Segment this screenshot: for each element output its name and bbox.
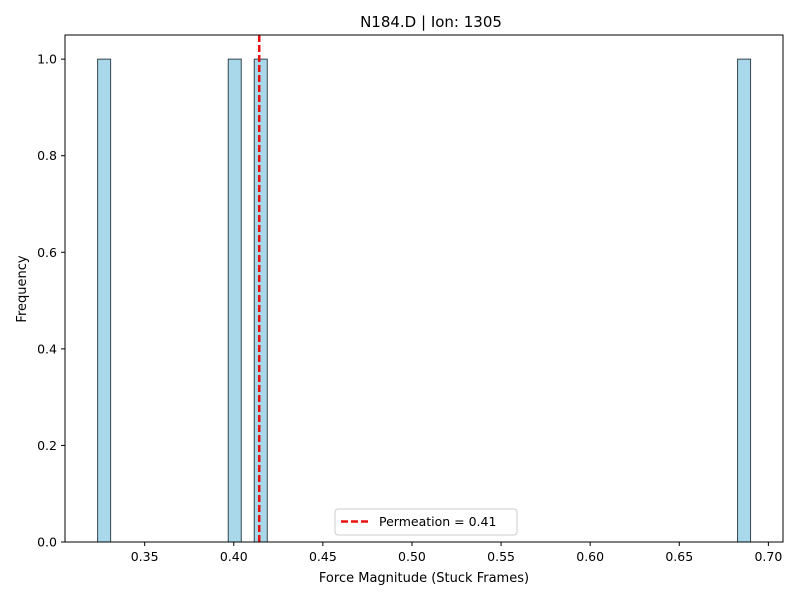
histogram-bar-4 — [737, 58, 752, 543]
histogram-bar-2 — [227, 58, 242, 543]
x-tick-label: 0.65 — [665, 549, 693, 564]
x-tick-label: 0.45 — [309, 549, 337, 564]
y-tick-label: 0.6 — [37, 245, 57, 260]
y-tick-label: 0.0 — [37, 535, 57, 550]
x-tick-label: 0.50 — [398, 549, 426, 564]
plot-frame — [64, 34, 784, 543]
x-tick-label: 0.55 — [487, 549, 515, 564]
x-axis-ticks: 0.35 0.40 0.45 0.50 0.55 0.60 0.65 0.70 — [131, 542, 782, 564]
y-axis-label: Frequency — [15, 255, 30, 322]
x-tick-label: 0.70 — [754, 549, 782, 564]
x-tick-label: 0.35 — [131, 549, 159, 564]
chart-title: N184.D | Ion: 1305 — [360, 13, 502, 31]
x-tick-label: 0.40 — [220, 549, 248, 564]
y-tick-label: 0.4 — [37, 341, 57, 356]
histogram-bar-1 — [97, 58, 112, 543]
x-tick-label: 0.60 — [576, 549, 604, 564]
y-tick-label: 0.8 — [37, 148, 57, 163]
legend-box — [334, 508, 518, 536]
x-axis-label: Force Magnitude (Stuck Frames) — [319, 571, 529, 586]
y-tick-label: 1.0 — [37, 52, 57, 67]
bars-layer — [97, 58, 752, 543]
histogram-bar-3 — [253, 58, 268, 543]
legend: Permeation = 0.41 — [334, 508, 518, 536]
legend-label: Permeation = 0.41 — [379, 514, 496, 529]
y-tick-label: 0.2 — [37, 438, 57, 453]
y-axis-ticks: 0.0 0.2 0.4 0.6 0.8 1.0 — [37, 52, 65, 550]
